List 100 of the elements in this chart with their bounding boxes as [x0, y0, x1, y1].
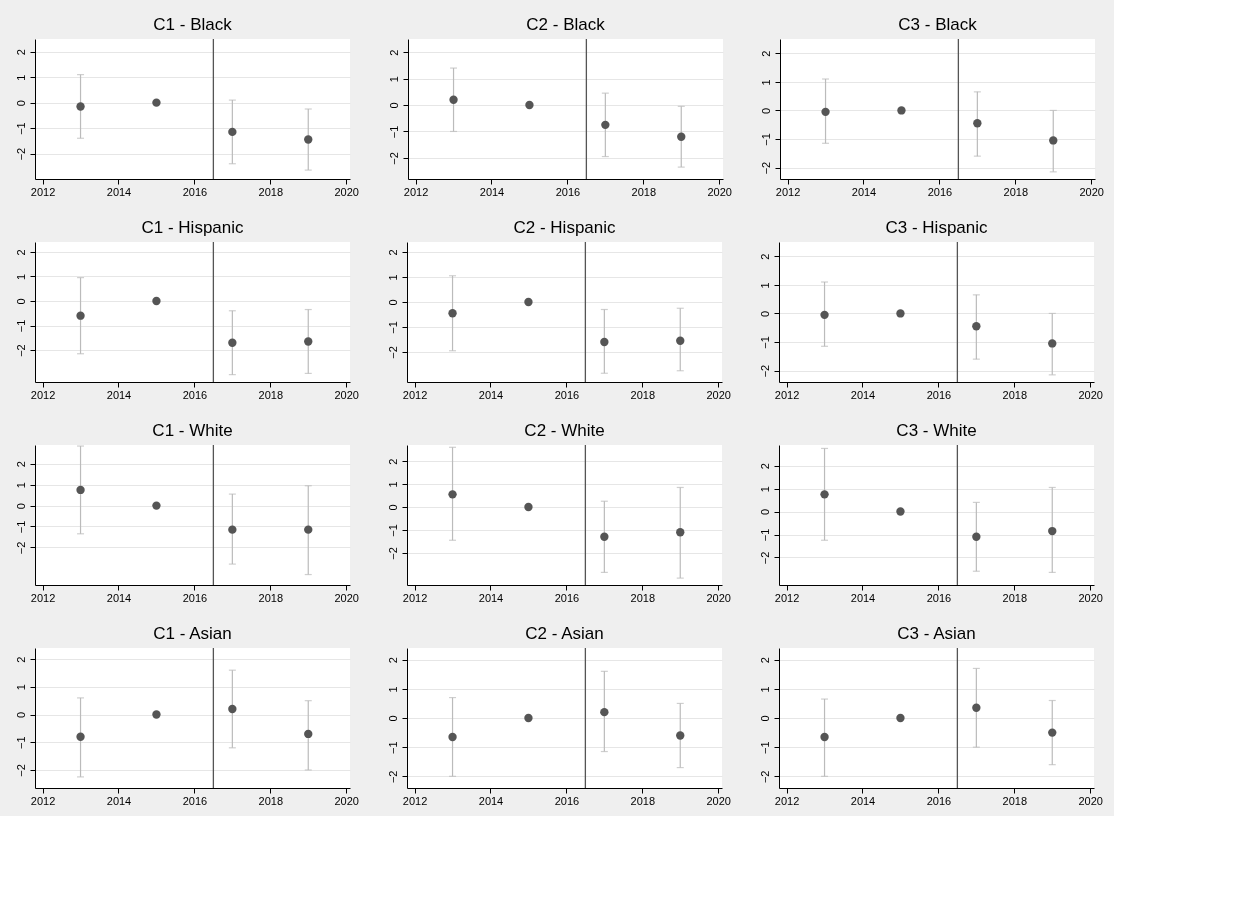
- x-tick-label: 2014: [850, 794, 876, 807]
- chart-title: C3 - White: [896, 421, 977, 441]
- point: [1048, 339, 1057, 348]
- y-tick-label: −2: [386, 346, 399, 359]
- x-tick-label: 2016: [926, 388, 952, 401]
- y-tick-label: 0: [14, 298, 27, 305]
- point: [152, 98, 161, 107]
- x-tick-label: 2012: [30, 388, 56, 401]
- point: [304, 729, 313, 739]
- y-tick-label: −1: [386, 321, 399, 334]
- point: [448, 490, 457, 499]
- point: [897, 106, 906, 115]
- y-tick-label: −1: [387, 125, 400, 139]
- y-tick-label: 1: [386, 481, 399, 488]
- y-tick-label: 0: [386, 299, 399, 306]
- x-tick-label: 2020: [706, 794, 731, 807]
- y-tick-label: −2: [758, 770, 771, 784]
- x-tick-label: 2014: [479, 185, 505, 198]
- y-tick-label: −2: [14, 764, 27, 777]
- y-tick-label: −2: [759, 161, 772, 175]
- y-tick-label: 1: [758, 686, 771, 693]
- point: [524, 713, 533, 723]
- x-tick-label: 2014: [478, 388, 504, 401]
- point: [524, 297, 533, 307]
- x-tick-label: 2020: [1078, 388, 1103, 401]
- x-tick-label: 2012: [403, 185, 429, 198]
- y-tick-label: 2: [14, 249, 27, 256]
- x-tick-label: 2018: [258, 794, 284, 807]
- chart-title: C2 - Hispanic: [513, 218, 617, 238]
- x-tick-label: 2018: [258, 388, 284, 401]
- point: [896, 713, 905, 723]
- x-tick-label: 2014: [851, 185, 877, 198]
- point: [600, 532, 609, 541]
- x-tick-label: 2012: [774, 388, 800, 401]
- point: [304, 135, 313, 144]
- x-tick-label: 2016: [555, 185, 581, 198]
- y-tick-label: −1: [14, 122, 27, 135]
- y-tick-label: 1: [387, 76, 400, 83]
- x-tick-label: 2018: [1002, 794, 1028, 807]
- x-tick-label: 2018: [1002, 388, 1028, 401]
- y-tick-label: 1: [758, 282, 771, 289]
- y-tick-label: 0: [758, 715, 771, 722]
- chart-title: C1 - Hispanic: [141, 218, 245, 238]
- y-tick-label: 0: [14, 711, 27, 719]
- point: [896, 309, 905, 318]
- point: [820, 732, 829, 742]
- point: [896, 507, 905, 516]
- chart-title: C2 - Asian: [525, 624, 604, 644]
- point: [820, 490, 829, 499]
- y-tick-label: 1: [386, 686, 399, 693]
- chart-title: C3 - Asian: [897, 624, 976, 644]
- y-tick-label: 0: [759, 107, 772, 114]
- point: [1048, 728, 1057, 737]
- y-tick-label: −2: [14, 147, 27, 161]
- x-tick-label: 2012: [774, 591, 800, 604]
- y-tick-label: 2: [758, 657, 771, 664]
- point: [76, 732, 85, 741]
- y-tick-label: −1: [759, 133, 772, 146]
- x-tick-label: 2014: [478, 591, 504, 604]
- chart-title: C3 - Hispanic: [885, 218, 989, 238]
- x-tick-label: 2020: [334, 388, 359, 401]
- y-tick-label: −2: [386, 770, 399, 784]
- y-tick-label: 1: [14, 482, 27, 489]
- x-tick-label: 2014: [106, 591, 132, 604]
- point: [448, 732, 457, 742]
- y-tick-label: 1: [14, 273, 27, 280]
- y-tick-label: −1: [758, 528, 771, 542]
- point: [524, 502, 533, 512]
- point: [1048, 526, 1057, 536]
- chart-title: C1 - Black: [153, 15, 233, 35]
- x-tick-label: 2016: [554, 794, 580, 807]
- y-tick-label: 0: [387, 102, 400, 109]
- point: [820, 310, 829, 320]
- x-tick-label: 2018: [1002, 591, 1028, 604]
- y-tick-label: 1: [14, 684, 27, 691]
- point: [228, 127, 237, 137]
- point: [76, 485, 85, 495]
- x-tick-label: 2020: [334, 185, 359, 198]
- x-tick-label: 2018: [630, 388, 656, 401]
- x-tick-label: 2012: [402, 388, 428, 401]
- x-tick-label: 2014: [106, 185, 132, 198]
- x-tick-label: 2014: [106, 794, 132, 807]
- point: [152, 501, 161, 510]
- y-tick-label: 0: [386, 504, 399, 511]
- x-tick-label: 2016: [926, 794, 952, 807]
- x-tick-label: 2020: [1079, 185, 1104, 198]
- x-tick-label: 2012: [402, 794, 428, 807]
- point: [228, 525, 237, 534]
- y-tick-label: −2: [387, 152, 400, 165]
- x-tick-label: 2020: [707, 185, 732, 198]
- x-tick-label: 2012: [30, 185, 56, 198]
- point: [304, 525, 313, 534]
- x-tick-label: 2020: [334, 591, 359, 604]
- y-tick-label: 1: [758, 486, 771, 493]
- x-tick-label: 2016: [554, 388, 580, 401]
- point: [1049, 136, 1058, 145]
- x-tick-label: 2014: [850, 388, 876, 401]
- x-tick-label: 2016: [927, 185, 953, 198]
- y-tick-label: 2: [386, 249, 399, 256]
- chart-title: C2 - Black: [526, 15, 606, 35]
